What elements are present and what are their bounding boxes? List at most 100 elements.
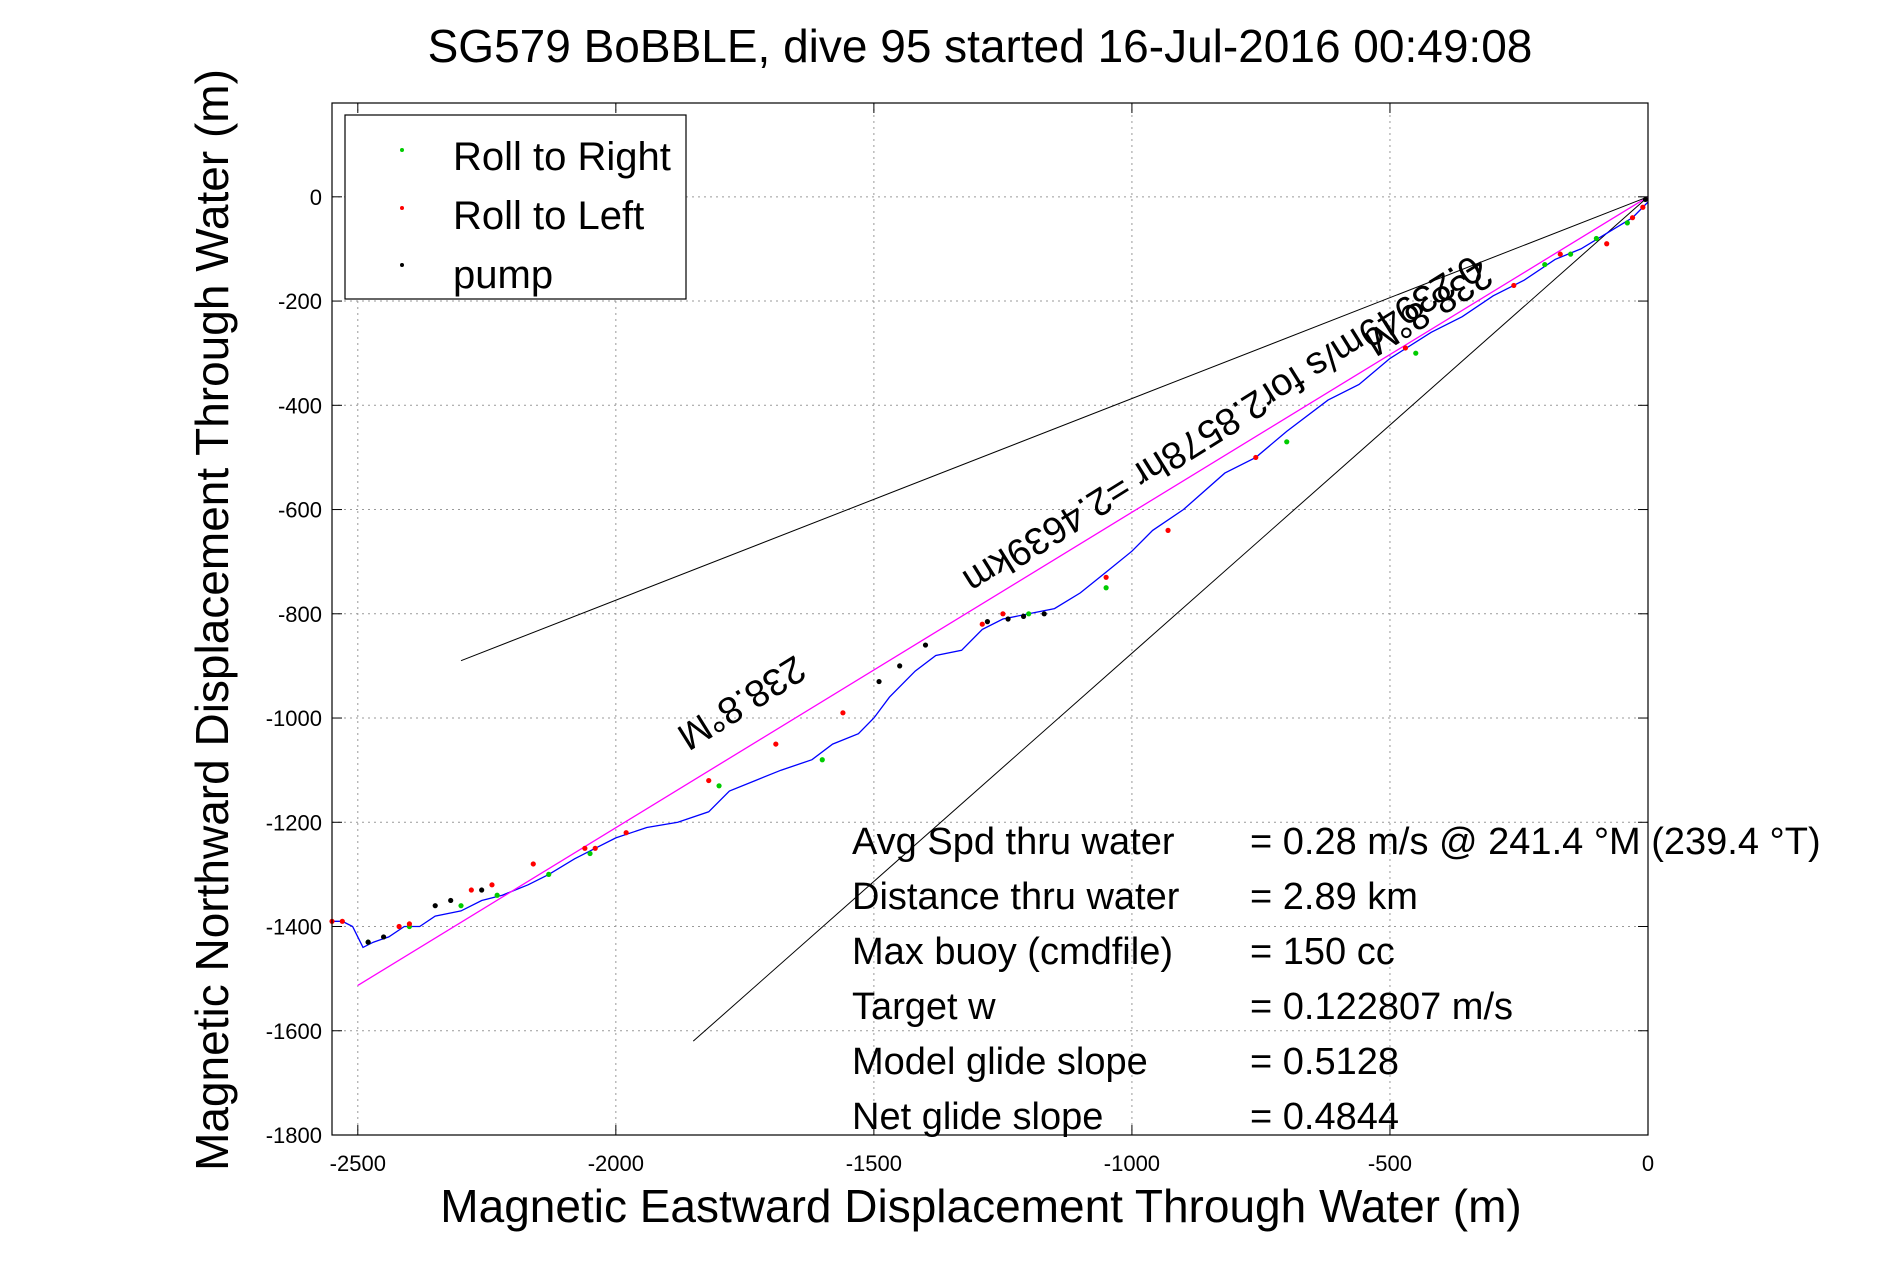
plot-frame — [331, 102, 1649, 1136]
marker-pump — [432, 903, 438, 909]
y-tick-label: -1000 — [266, 706, 322, 731]
marker-roll-to-right — [1593, 235, 1599, 242]
marker-roll-to-left — [489, 882, 495, 888]
marker-pump — [922, 642, 929, 648]
marker-roll-to-left — [1103, 574, 1109, 580]
marker-pump — [1041, 611, 1047, 617]
marker-pump — [365, 939, 371, 945]
marker-roll-to-right — [546, 871, 552, 877]
stat-value-target-w: = 0.122807 m/s — [1250, 986, 1513, 1028]
y-tick-label: 0 — [310, 185, 322, 210]
y-axis-label: Magnetic Northward Displacement Through … — [186, 69, 238, 1171]
marker-roll-to-left — [1557, 251, 1563, 257]
marker-pump — [1642, 196, 1649, 203]
y-tick-label: -800 — [278, 602, 322, 627]
stat-value-distance: = 2.89 km — [1250, 876, 1418, 918]
data-markers — [329, 196, 1649, 945]
marker-pump — [479, 887, 485, 893]
marker-roll-to-left — [592, 845, 598, 851]
marker-roll-to-right — [1567, 251, 1574, 257]
marker-roll-to-left — [1253, 454, 1259, 461]
marker-roll-to-right — [1542, 261, 1548, 268]
legend: Roll to Right Roll to Left pump — [344, 114, 687, 300]
direction-lines — [460, 196, 1649, 1042]
x-tick-label: -1500 — [846, 1151, 902, 1176]
x-tick-label: -2000 — [588, 1151, 644, 1176]
stat-value-max-buoy: = 150 cc — [1250, 931, 1395, 973]
marker-roll-to-left — [1000, 611, 1006, 617]
stat-label-net-glide: Net glide slope — [852, 1096, 1103, 1138]
chart-title: SG579 BoBBLE, dive 95 started 16-Jul-201… — [428, 20, 1533, 72]
marker-roll-to-left — [773, 741, 779, 747]
marker-roll-to-right — [494, 892, 500, 898]
stat-label-target-w: Target w — [852, 986, 996, 1028]
legend-label-roll-left: Roll to Left — [453, 194, 644, 238]
marker-roll-to-right — [716, 783, 722, 789]
series-line-track — [332, 201, 1649, 949]
stat-label-distance: Distance thru water — [852, 876, 1180, 918]
stat-value-net-glide: = 0.4844 — [1250, 1096, 1399, 1138]
stat-label-avg-speed: Avg Spd thru water — [852, 821, 1175, 863]
marker-pump — [1005, 616, 1011, 622]
marker-pump — [876, 678, 882, 685]
marker-roll-to-right — [819, 757, 825, 763]
marker-pump — [381, 934, 387, 940]
stat-value-model-glide: = 0.5128 — [1250, 1041, 1399, 1083]
marker-roll-to-right — [1026, 611, 1032, 617]
x-tick-label: -2500 — [330, 1151, 386, 1176]
marker-roll-to-right — [1413, 350, 1419, 356]
marker-roll-to-left — [1629, 215, 1636, 221]
x-tick-label: 0 — [1642, 1151, 1654, 1176]
marker-roll-to-left — [582, 845, 588, 851]
axis-ticks: -2500 -2000 -1500 -1000 -500 0 0 -200 -400 -600 -8… — [266, 103, 1654, 1176]
marker-roll-to-left — [1604, 241, 1610, 247]
marker-roll-to-left — [468, 887, 474, 893]
marker-roll-to-left — [406, 921, 413, 927]
marker-pump — [1020, 613, 1027, 619]
stats-block: Avg Spd thru water = 0.28 m/s @ 241.4 °M… — [852, 821, 1821, 1138]
x-axis-label: Magnetic Eastward Displacement Through W… — [440, 1180, 1521, 1232]
marker-roll-to-right — [587, 850, 593, 857]
marker-pump — [984, 619, 991, 625]
marker-roll-to-left — [623, 830, 629, 836]
x-tick-label: -500 — [1368, 1151, 1412, 1176]
legend-label-roll-right: Roll to Right — [453, 135, 671, 179]
marker-roll-to-left — [1511, 282, 1517, 289]
marker-roll-to-left — [1165, 527, 1171, 533]
y-tick-label: -1800 — [266, 1123, 322, 1148]
y-tick-label: -1600 — [266, 1019, 322, 1044]
legend-marker-roll-left — [400, 206, 404, 210]
marker-pump — [897, 663, 903, 669]
marker-roll-to-left — [530, 861, 536, 867]
marker-roll-to-right — [1103, 585, 1109, 591]
y-tick-label: -600 — [278, 498, 322, 523]
y-tick-label: -1400 — [266, 915, 322, 940]
marker-roll-to-left — [396, 923, 402, 930]
legend-marker-pump — [400, 263, 404, 267]
marker-roll-to-left — [339, 918, 345, 924]
marker-roll-to-left — [706, 777, 712, 784]
marker-roll-to-right — [1624, 220, 1630, 226]
direction-line — [460, 196, 1649, 662]
marker-roll-to-right — [458, 903, 464, 909]
marker-roll-to-left — [979, 621, 985, 627]
series-lines — [332, 196, 1649, 986]
legend-label-pump: pump — [453, 253, 553, 297]
marker-roll-to-left — [1640, 204, 1646, 210]
stat-value-avg-speed: = 0.28 m/s @ 241.4 °M (239.4 °T) — [1250, 821, 1821, 863]
stat-label-max-buoy: Max buoy (cmdfile) — [852, 931, 1173, 973]
series-line-heading — [357, 196, 1649, 986]
stat-label-model-glide: Model glide slope — [852, 1041, 1148, 1083]
y-tick-label: -1200 — [266, 810, 322, 835]
marker-roll-to-left — [840, 710, 846, 716]
legend-marker-roll-right — [400, 148, 404, 152]
direction-line — [692, 196, 1649, 1042]
marker-roll-to-left — [1402, 345, 1409, 351]
marker-roll-to-right — [1284, 439, 1290, 445]
marker-pump — [448, 897, 454, 904]
y-tick-label: -200 — [278, 289, 322, 314]
x-tick-label: -1000 — [1104, 1151, 1160, 1176]
